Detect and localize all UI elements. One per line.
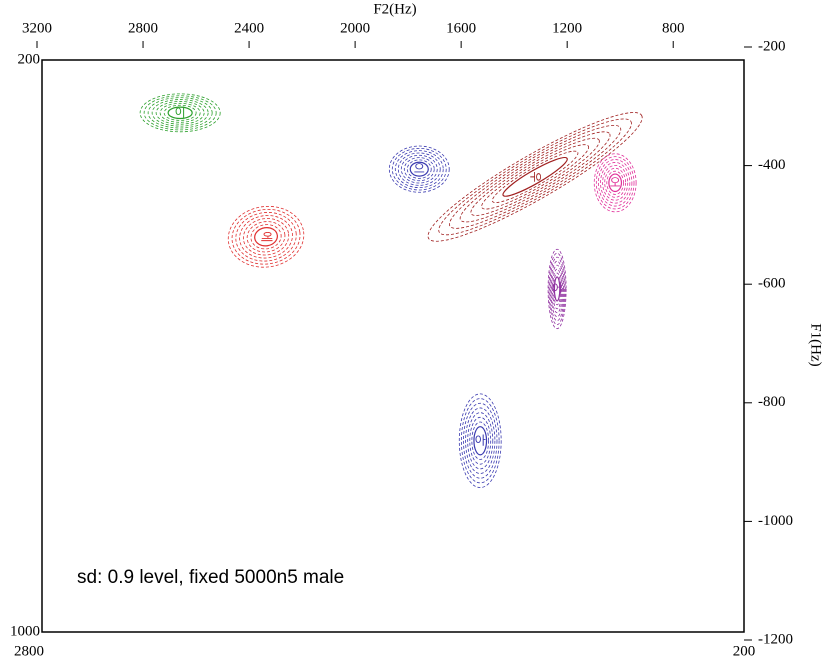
vowel-core xyxy=(409,161,429,177)
y2-tick-label: -400 xyxy=(758,157,786,173)
vowel-ring xyxy=(549,256,565,322)
vowel-ring xyxy=(449,124,622,229)
vowel-ring xyxy=(147,97,213,129)
y2-tick-label: -1000 xyxy=(758,513,793,529)
vowel-ring xyxy=(397,152,441,186)
vowel-ring xyxy=(250,224,282,250)
vowel-core xyxy=(502,156,568,197)
x2-tick-label: 2800 xyxy=(128,20,158,36)
vowel-ring xyxy=(427,112,643,242)
vowel-ring xyxy=(391,147,447,191)
vowel-ring xyxy=(239,215,293,259)
vowel-label: 으 xyxy=(414,162,425,176)
vowel-core xyxy=(473,426,488,456)
vowel-ring xyxy=(151,99,209,127)
vowel-ring xyxy=(602,164,629,201)
vowel-core xyxy=(254,227,278,247)
vowel-ring xyxy=(246,221,286,253)
y2-tick-label: -600 xyxy=(758,276,786,292)
vowel-ring xyxy=(552,268,563,310)
vowel-ring xyxy=(491,150,579,204)
vowel-ring xyxy=(235,212,297,262)
vowel-ring xyxy=(231,208,301,265)
x2-tick-label: 2400 xyxy=(234,20,264,36)
y2-tick-label: -800 xyxy=(758,394,786,410)
vowel-ring xyxy=(403,157,435,182)
vowel-label: 아 xyxy=(475,433,486,447)
plot-frame xyxy=(41,59,745,633)
x-tick-label: 2800 xyxy=(14,643,44,659)
annotation: sd: 0.9 level, fixed 5000n5 male xyxy=(77,567,344,588)
vowel-ring xyxy=(139,93,221,133)
vowel-ring xyxy=(459,131,611,223)
vowel-ring xyxy=(460,398,500,484)
vowel-label: 우 xyxy=(529,171,543,182)
vowel-ring xyxy=(242,218,290,256)
x2-tick-label: 800 xyxy=(662,20,685,36)
vowel-ring xyxy=(551,264,563,314)
vowel-ring xyxy=(463,402,498,479)
vowel-label: 오 xyxy=(610,175,621,189)
vowel-ring xyxy=(550,260,564,318)
vowel-core xyxy=(167,106,193,120)
vowel-ring xyxy=(548,252,566,326)
vowel-ring xyxy=(394,150,444,189)
y2-tick-label: -1200 xyxy=(758,631,793,647)
x2-axis-label: F2(Hz) xyxy=(373,1,416,17)
vowel-ring xyxy=(604,167,627,198)
vowel-ring xyxy=(458,393,502,488)
vowel-ring xyxy=(547,248,567,330)
vowel-ring xyxy=(470,137,600,216)
vowel-label: 에 xyxy=(260,231,274,242)
vowel-ring xyxy=(595,156,635,210)
x2-tick-label: 3200 xyxy=(22,20,52,36)
y2-axis-label: F1(Hz) xyxy=(808,323,824,366)
vowel-label: 이 xyxy=(175,105,186,119)
vowel-label: 어 xyxy=(552,281,563,295)
vowel-ring xyxy=(553,272,562,306)
vowel-ring xyxy=(600,162,631,204)
x2-tick-label: 2000 xyxy=(340,20,370,36)
vowel-ring xyxy=(400,154,438,184)
vowel-ring xyxy=(467,412,494,470)
x2-tick-label: 1600 xyxy=(446,20,476,36)
vowel-ring xyxy=(469,416,492,465)
vowel-core xyxy=(608,173,623,193)
vowel-ring xyxy=(406,159,432,179)
x-tick-label: 200 xyxy=(733,643,756,659)
vowel-ring xyxy=(227,205,305,268)
x2-tick-label: 1200 xyxy=(552,20,582,36)
vowel-core xyxy=(553,276,561,302)
y2-tick-label: -200 xyxy=(758,38,786,54)
vowel-ring xyxy=(606,170,624,195)
y-tick-label: 1000 xyxy=(10,623,40,639)
vowel-ring xyxy=(438,118,632,236)
vowel-ring xyxy=(159,102,201,123)
vowel-ring xyxy=(155,101,205,125)
vowel-ring xyxy=(388,145,450,193)
vowel-ring xyxy=(598,159,633,207)
vowel-ring xyxy=(481,144,590,210)
vowel-ring xyxy=(163,104,197,121)
vowel-ring xyxy=(465,407,496,474)
vowel-ring xyxy=(593,153,637,213)
vowel-ring xyxy=(143,95,217,131)
y-tick-label: 200 xyxy=(18,51,41,67)
vowel-ring xyxy=(471,421,490,460)
